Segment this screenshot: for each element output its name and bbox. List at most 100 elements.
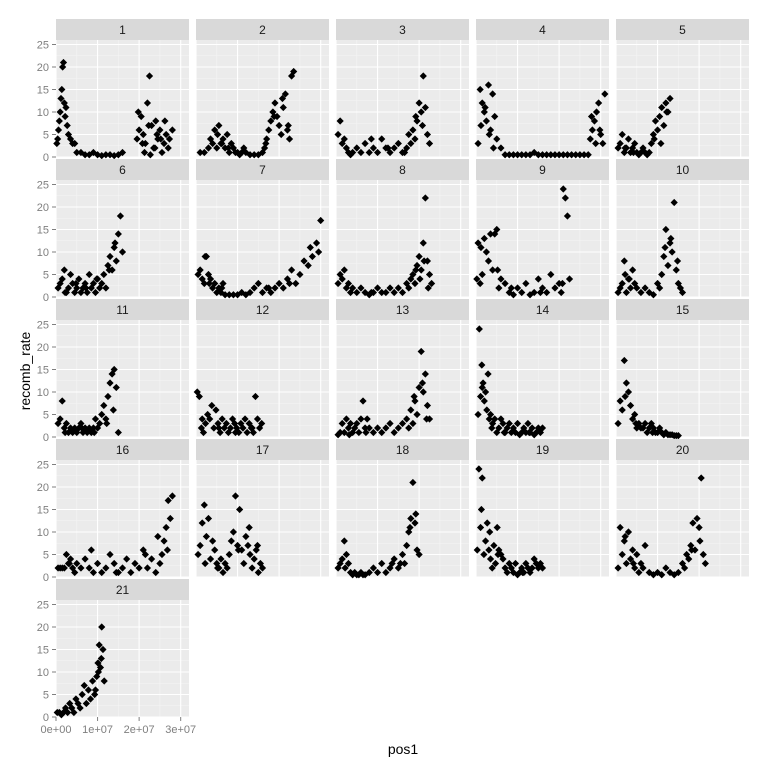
y-tick-label: 10 [37, 527, 49, 539]
data-point [378, 288, 386, 297]
data-point [530, 288, 538, 297]
data-point [227, 537, 235, 545]
data-point [415, 383, 423, 392]
data-point [491, 415, 499, 423]
facet-strip [616, 19, 749, 40]
data-point [663, 108, 671, 116]
data-point [361, 139, 369, 148]
data-point [501, 151, 509, 159]
data-point [648, 428, 657, 437]
data-point [576, 151, 584, 159]
data-point [563, 212, 572, 220]
data-point [473, 546, 481, 554]
facet-panel-8: 8 [334, 159, 469, 299]
data-point [507, 284, 515, 292]
data-point [253, 541, 262, 550]
data-point [503, 568, 511, 577]
data-point [624, 135, 633, 143]
facet-strip-label: 18 [396, 443, 410, 457]
data-point [199, 428, 208, 437]
data-point [543, 288, 551, 297]
data-point [105, 266, 113, 274]
data-point [229, 528, 238, 536]
data-point [244, 541, 252, 550]
panel-background [196, 320, 329, 437]
data-point [701, 559, 709, 568]
data-point [138, 139, 147, 148]
data-point [137, 112, 145, 121]
data-point [513, 419, 522, 428]
facet-strip-label: 19 [536, 443, 550, 457]
data-point [405, 130, 413, 139]
data-point [250, 151, 258, 159]
data-point [405, 424, 413, 432]
data-point [89, 424, 98, 432]
data-point [674, 432, 682, 440]
data-point [73, 148, 81, 157]
data-point [196, 266, 204, 274]
data-point [513, 284, 522, 292]
data-point [342, 550, 350, 559]
data-point [382, 568, 390, 577]
data-point [678, 288, 687, 297]
data-point [547, 270, 555, 279]
data-point [166, 514, 174, 523]
data-point [225, 148, 233, 157]
data-point [211, 546, 219, 554]
data-point [528, 564, 536, 572]
data-point [491, 559, 500, 568]
data-point [421, 370, 429, 378]
data-point [127, 568, 135, 577]
data-point [509, 151, 518, 159]
data-point [201, 252, 209, 261]
y-tick-label: 25 [37, 180, 49, 192]
data-point [662, 225, 670, 234]
data-point [373, 148, 382, 157]
data-point [338, 419, 346, 428]
data-point [518, 568, 527, 577]
y-tick-label: 5 [43, 270, 49, 282]
data-point [633, 550, 641, 559]
data-point [384, 144, 392, 152]
data-point [480, 234, 488, 243]
panel-background [476, 180, 609, 297]
y-tick-label: 10 [37, 387, 49, 399]
y-tick-label: 15 [37, 85, 49, 97]
data-point [495, 284, 503, 292]
data-point [78, 424, 86, 432]
data-point [163, 546, 171, 554]
y-tick-label: 5 [43, 410, 49, 422]
y-tick-label: 15 [37, 225, 49, 237]
facet-strip [336, 299, 469, 320]
data-point [102, 564, 110, 572]
data-point [406, 523, 414, 532]
data-point [476, 523, 485, 532]
data-point [479, 379, 487, 387]
data-point [355, 428, 363, 437]
data-point [102, 415, 110, 423]
data-point [223, 130, 231, 139]
data-point [102, 284, 110, 292]
data-point [254, 279, 262, 288]
data-point [198, 415, 206, 423]
data-point [147, 555, 156, 563]
data-point [90, 428, 98, 437]
data-point [625, 275, 633, 283]
data-point [483, 519, 491, 527]
data-point [110, 365, 118, 374]
data-point [162, 130, 170, 139]
y-axis-title: recomb_rate [17, 331, 33, 410]
y-tick-label: 15 [37, 365, 49, 377]
data-point [205, 279, 213, 288]
data-point [672, 266, 680, 274]
data-point [629, 266, 637, 274]
data-point [300, 257, 308, 265]
data-point [369, 428, 378, 437]
data-point [616, 523, 624, 532]
data-point [234, 546, 242, 554]
data-point [599, 139, 607, 148]
y-tick-label: 10 [37, 107, 49, 119]
data-point [78, 690, 86, 699]
data-point [118, 564, 127, 572]
facet-panel-19: 19 [473, 439, 609, 579]
